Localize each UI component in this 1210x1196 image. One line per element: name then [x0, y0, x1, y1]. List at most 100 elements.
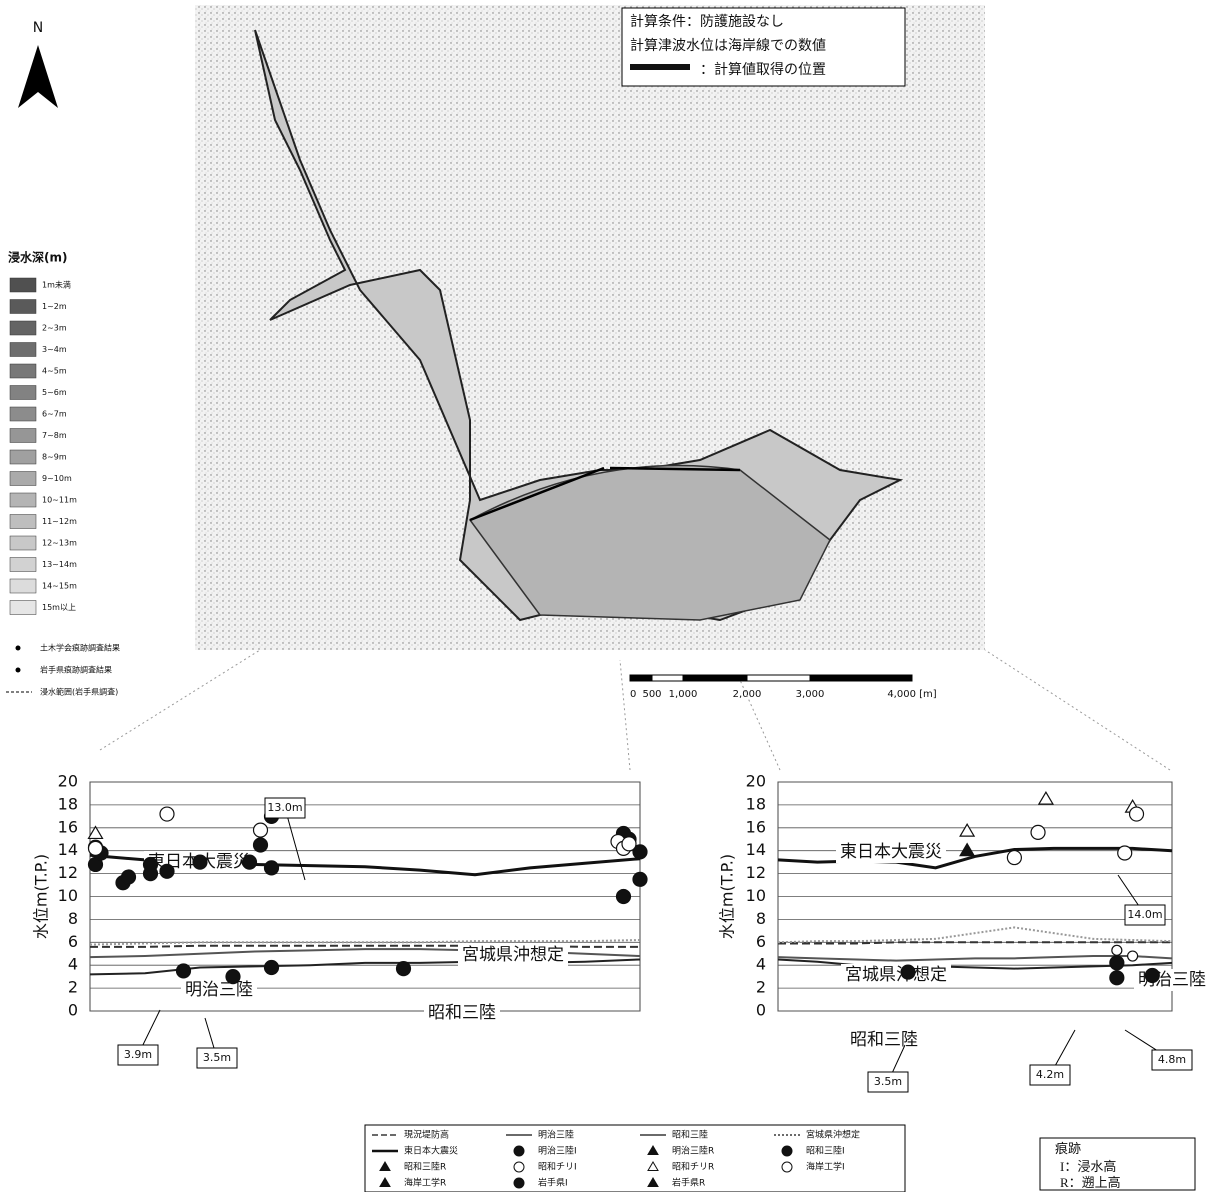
legend-marker — [16, 668, 21, 673]
condition-text: 計算津波水位は海岸線での数値 — [630, 38, 826, 54]
legend-label: 現況堤防高 — [404, 1129, 449, 1141]
depth-swatch — [10, 493, 36, 507]
y-tick-label: 6 — [68, 932, 78, 951]
legend-label: 昭和三陸 — [672, 1129, 708, 1141]
depth-label: 1~2m — [42, 302, 67, 311]
depth-label: 4~5m — [42, 367, 67, 376]
marker-circle — [1118, 846, 1132, 860]
depth-label: 7~8m — [42, 431, 67, 440]
map: 計算条件：防護施設なし 計算津波水位は海岸線での数値 ：計算値取得の位置 N 浸… — [6, 5, 1170, 770]
position-swatch — [630, 64, 690, 70]
leader-line — [100, 650, 1170, 770]
depth-swatch — [10, 536, 36, 550]
depth-swatch — [10, 515, 36, 529]
legend-label: 昭和三陸R — [404, 1161, 446, 1173]
scale-label: 1,000 — [669, 689, 698, 700]
annotation: 4.2m — [1036, 1068, 1064, 1081]
chart: 02468101214161820水位m(T.P.)明治三陸昭和三陸宮城県沖想定… — [32, 772, 648, 1069]
marker-circle — [514, 1162, 524, 1172]
depth-swatch — [10, 579, 36, 593]
depth-swatch — [10, 472, 36, 486]
scale-segment — [747, 675, 810, 681]
annotation: 13.0m — [267, 801, 302, 814]
depth-swatch — [10, 300, 36, 314]
marker-circle — [397, 962, 411, 976]
y-tick-label: 20 — [746, 772, 766, 791]
legend-label: 明治三陸R — [672, 1145, 714, 1157]
depth-label: 10~11m — [42, 496, 77, 505]
depth-label: 5~6m — [42, 388, 67, 397]
y-tick-label: 10 — [58, 886, 78, 905]
marker-circle — [1112, 945, 1122, 955]
depth-label: 1m未満 — [42, 280, 71, 290]
marker-circle — [1031, 825, 1045, 839]
series-label: 明治三陸 — [185, 980, 253, 1000]
y-tick-label: 16 — [58, 817, 78, 836]
legend-label: 明治三陸 — [538, 1129, 574, 1141]
depth-label: 15m以上 — [42, 603, 76, 612]
north-arrow — [18, 45, 58, 108]
chart: 02468101214161820水位m(T.P.)明治三陸昭和三陸宮城県沖想定… — [718, 772, 1210, 1093]
marker-circle — [622, 837, 636, 851]
depth-label: 13~14m — [42, 560, 77, 569]
legend-label: 昭和チリI — [538, 1162, 577, 1173]
marker-circle — [1110, 956, 1124, 970]
y-axis-label: 水位m(T.P.) — [718, 854, 737, 939]
y-tick-label: 8 — [68, 909, 78, 928]
depth-swatch — [10, 450, 36, 464]
y-axis-label: 水位m(T.P.) — [32, 854, 51, 939]
legend-label: 昭和三陸I — [806, 1145, 845, 1157]
legend-title: 浸水深(m) — [8, 250, 67, 265]
scale-label: 4,000 [m] — [887, 689, 936, 700]
y-tick-label: 18 — [746, 794, 766, 813]
marker-circle — [265, 960, 279, 974]
y-tick-label: 12 — [746, 863, 766, 882]
y-tick-label: 2 — [756, 978, 766, 997]
depth-label: 12~13m — [42, 539, 77, 548]
scale-segment — [683, 675, 747, 681]
legend-label: 東日本大震災 — [404, 1145, 458, 1157]
marker-circle — [177, 964, 191, 978]
marker-circle — [122, 870, 136, 884]
y-tick-label: 4 — [68, 955, 78, 974]
scale-label: 2,000 — [733, 689, 762, 700]
legend-label: 岩手県R — [672, 1177, 705, 1189]
depth-swatch — [10, 321, 36, 335]
marker-circle — [226, 970, 240, 984]
marker-circle — [1110, 971, 1124, 985]
marker-circle — [193, 855, 207, 869]
series-label: 宮城県沖想定 — [462, 945, 564, 965]
y-tick-label: 8 — [756, 909, 766, 928]
series-label: 昭和三陸 — [850, 1030, 918, 1050]
y-tick-label: 0 — [68, 1001, 78, 1020]
series-label: 宮城県沖想定 — [845, 965, 947, 985]
depth-swatch — [10, 429, 36, 443]
marker-circle — [254, 823, 268, 837]
scale-label: 3,000 — [796, 689, 825, 700]
depth-swatch — [10, 601, 36, 615]
y-tick-label: 20 — [58, 772, 78, 791]
scale-segment — [630, 675, 652, 681]
marker-circle — [89, 841, 103, 855]
marker-circle — [1007, 851, 1021, 865]
legend-extra-label: 岩手県痕跡調査結果 — [40, 665, 112, 675]
marker-circle — [160, 864, 174, 878]
depth-label: 11~12m — [42, 517, 77, 526]
legend-label: 昭和チリR — [672, 1162, 714, 1173]
y-tick-label: 6 — [756, 932, 766, 951]
legend-label: 岩手県I — [538, 1177, 568, 1189]
condition-text: ：計算値取得の位置 — [700, 61, 826, 78]
marker-circle — [617, 890, 631, 904]
marker-circle — [782, 1162, 792, 1172]
y-tick-label: 14 — [58, 840, 78, 859]
series-label: 東日本大震災 — [840, 842, 942, 862]
marker-circle — [782, 1146, 792, 1156]
legend-extra-label: 土木学会痕跡調査結果 — [40, 643, 120, 653]
scale-segment — [652, 675, 683, 681]
depth-swatch — [10, 407, 36, 421]
y-tick-label: 4 — [756, 955, 766, 974]
annotation: 3.5m — [874, 1075, 902, 1088]
depth-swatch — [10, 558, 36, 572]
marker-circle — [1145, 969, 1159, 983]
